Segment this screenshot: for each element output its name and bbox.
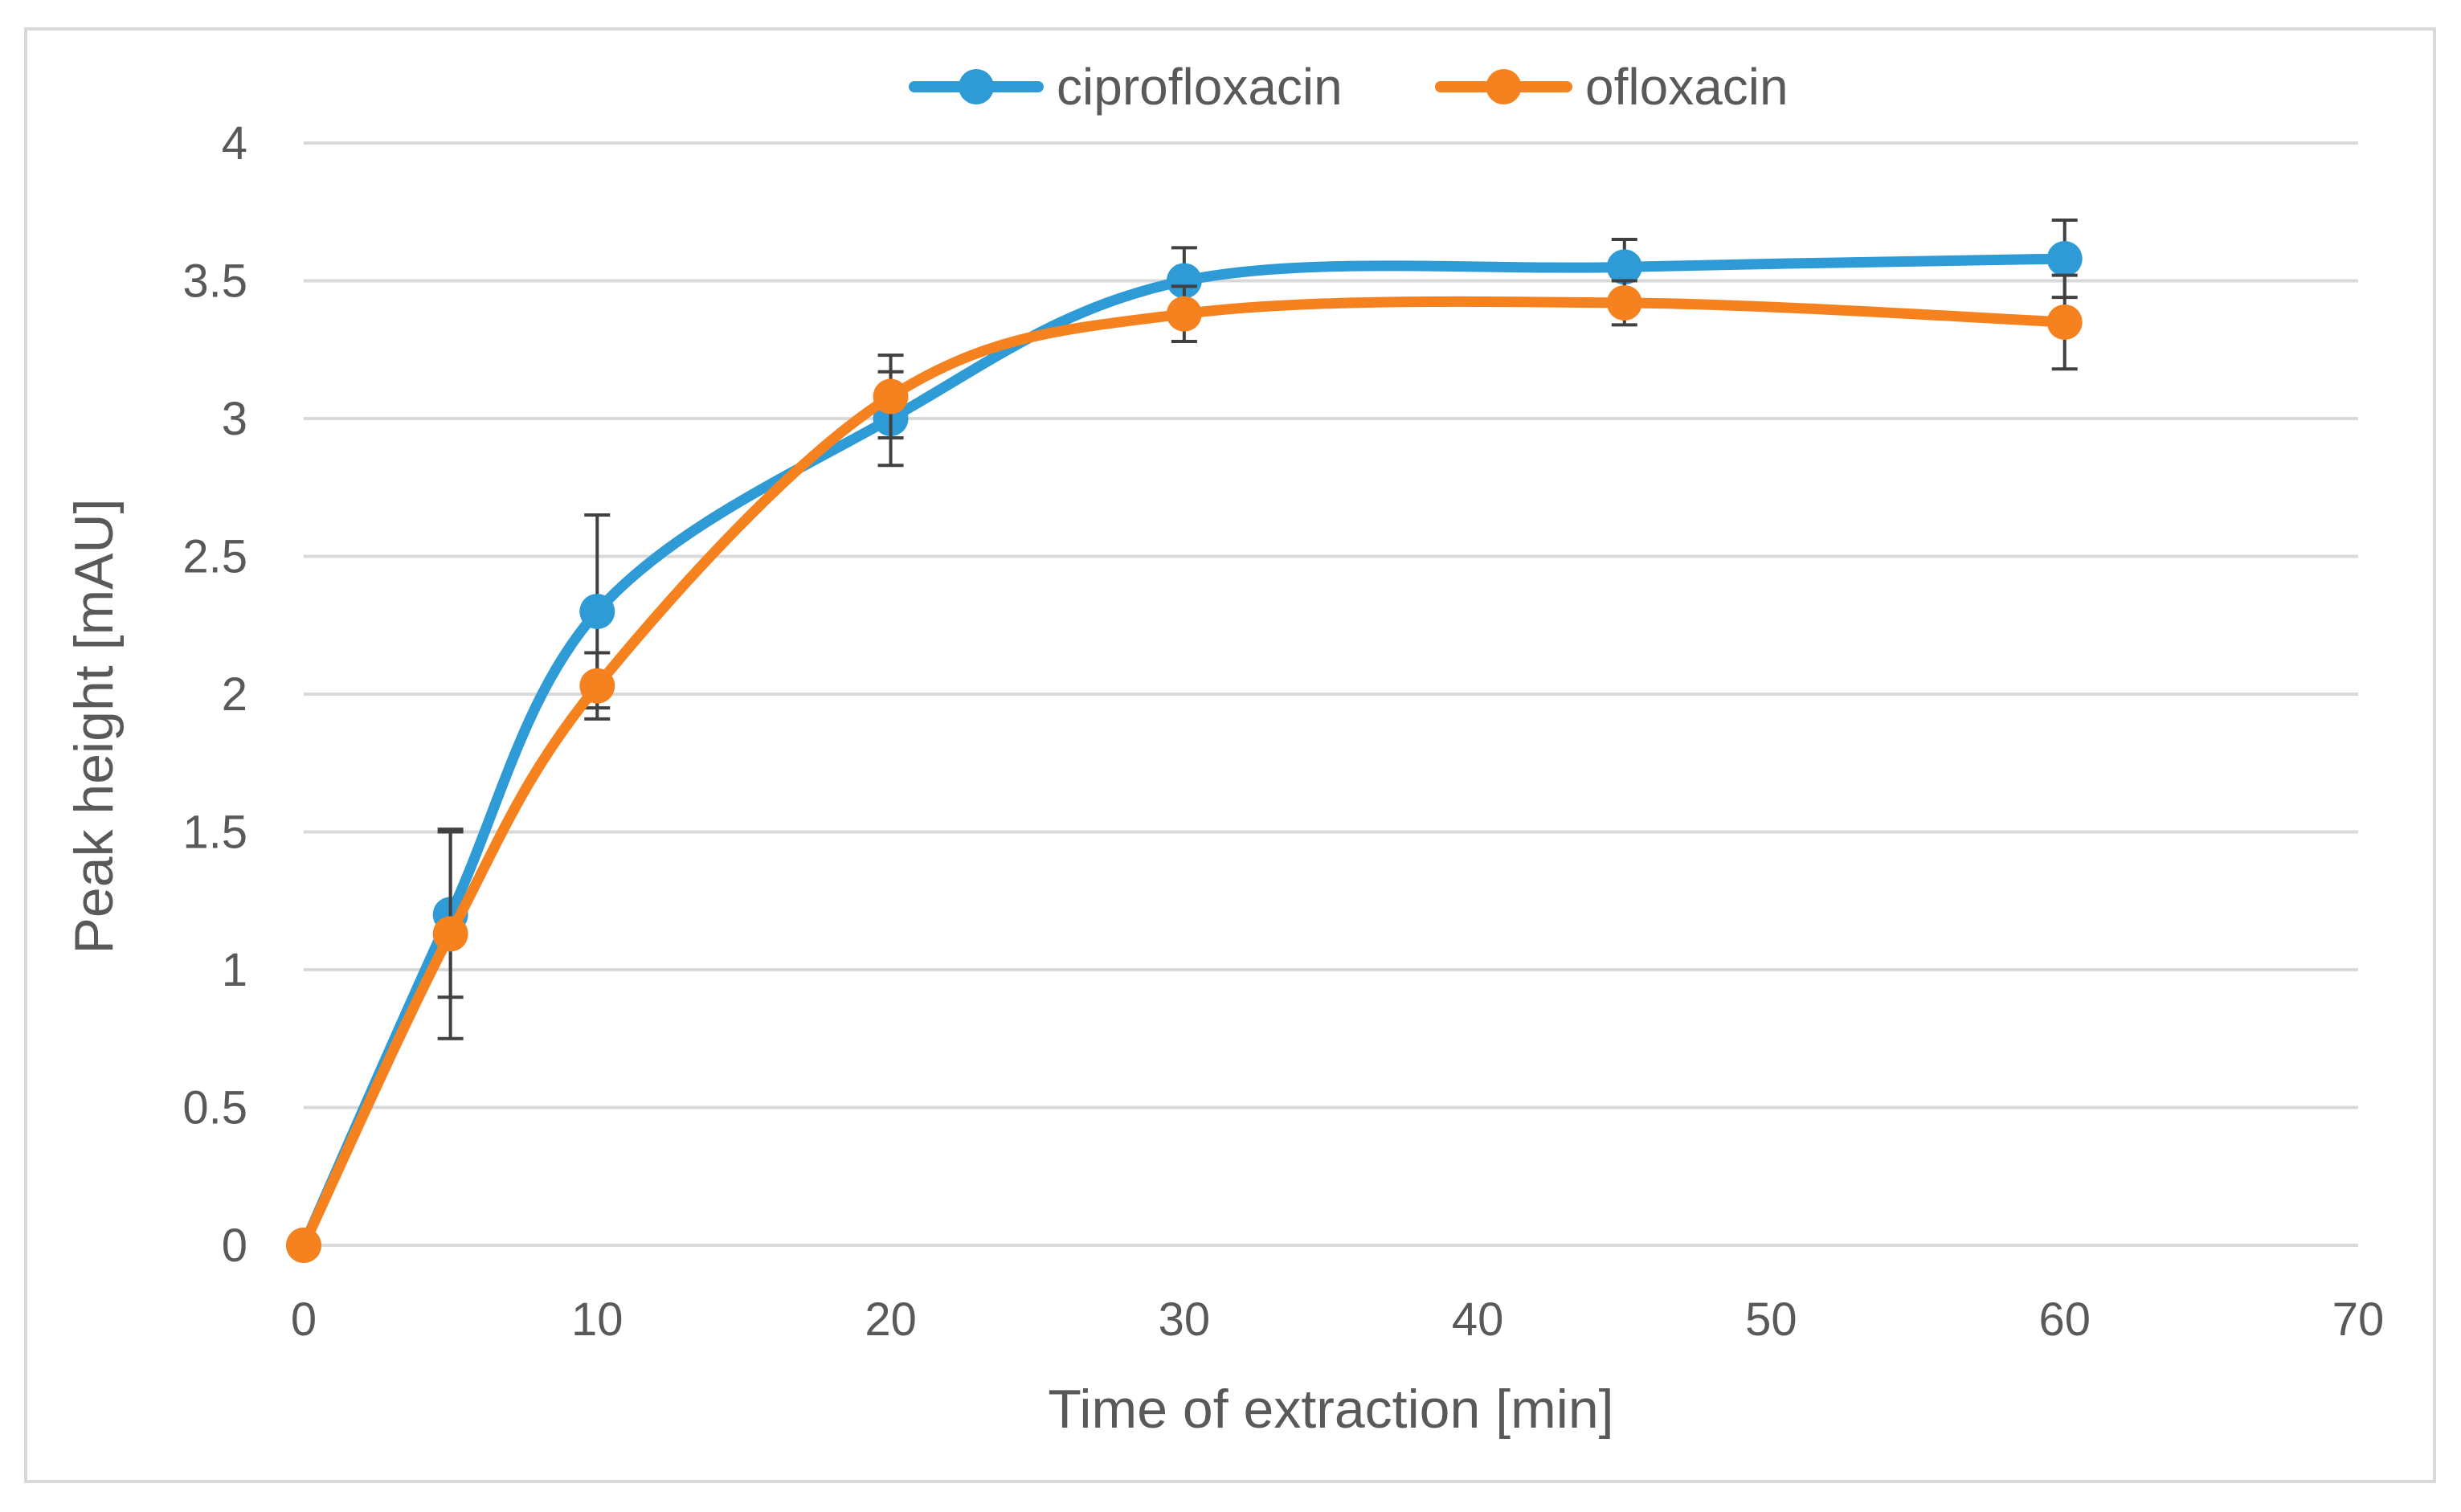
x-tick-label-6: 60	[2038, 1293, 2091, 1346]
data-point-ciprofloxacin-4	[1166, 263, 1202, 299]
y-tick-label-2: 1	[222, 944, 247, 996]
y-tick-label-1: 0.5	[182, 1082, 247, 1134]
data-point-ofloxacin-4	[1166, 296, 1202, 332]
data-point-ofloxacin-5	[1606, 284, 1642, 321]
x-axis-title: Time of extraction [min]	[1048, 1379, 1613, 1440]
gridlines	[304, 141, 2358, 1247]
y-tick-label-0: 0	[222, 1220, 247, 1272]
data-point-ciprofloxacin-6	[2046, 241, 2083, 277]
x-tick-label-1: 10	[571, 1293, 623, 1346]
x-axis-ticks: 0 10 20 30 40 50 60 70	[291, 1293, 2384, 1346]
x-tick-label-4: 40	[1452, 1293, 1504, 1346]
data-point-ofloxacin-0	[286, 1228, 321, 1263]
y-tick-label-7: 3.5	[182, 255, 247, 308]
legend-label-ofloxacin: ofloxacin	[1585, 58, 1789, 116]
data-point-ofloxacin-2	[579, 668, 615, 704]
x-tick-label-3: 30	[1159, 1293, 1211, 1346]
x-tick-label-2: 20	[865, 1293, 917, 1346]
legend: ciprofloxacin ofloxacin	[909, 58, 1789, 116]
series-line-ciprofloxacin	[298, 253, 2071, 1251]
series-layer	[286, 219, 2083, 1263]
data-point-ofloxacin-1	[432, 916, 468, 952]
y-tick-label-5: 2.5	[182, 531, 247, 583]
y-tick-label-3: 1.5	[182, 807, 247, 859]
series-line-ofloxacin	[298, 296, 2071, 1251]
x-tick-label-0: 0	[291, 1293, 317, 1346]
y-tick-label-6: 3	[222, 393, 247, 445]
legend-marker-ofloxacin	[1486, 69, 1522, 104]
y-axis-ticks: 0 0.5 1 1.5 2 2.5 3 3.5 4	[182, 117, 247, 1272]
y-tick-label-8: 4	[222, 117, 247, 170]
y-tick-label-4: 2	[222, 668, 247, 721]
x-tick-label-5: 50	[1745, 1293, 1797, 1346]
legend-label-ciprofloxacin: ciprofloxacin	[1057, 58, 1343, 116]
legend-marker-ciprofloxacin	[959, 69, 994, 104]
x-tick-label-7: 70	[2332, 1293, 2385, 1346]
series-ofloxacin	[286, 273, 2083, 1263]
data-point-ciprofloxacin-2	[579, 594, 615, 630]
data-point-ciprofloxacin-5	[1606, 249, 1642, 285]
data-point-ofloxacin-6	[2046, 304, 2083, 340]
data-point-ofloxacin-3	[873, 378, 909, 415]
y-axis-title: Peak height [mAU]	[63, 499, 125, 954]
